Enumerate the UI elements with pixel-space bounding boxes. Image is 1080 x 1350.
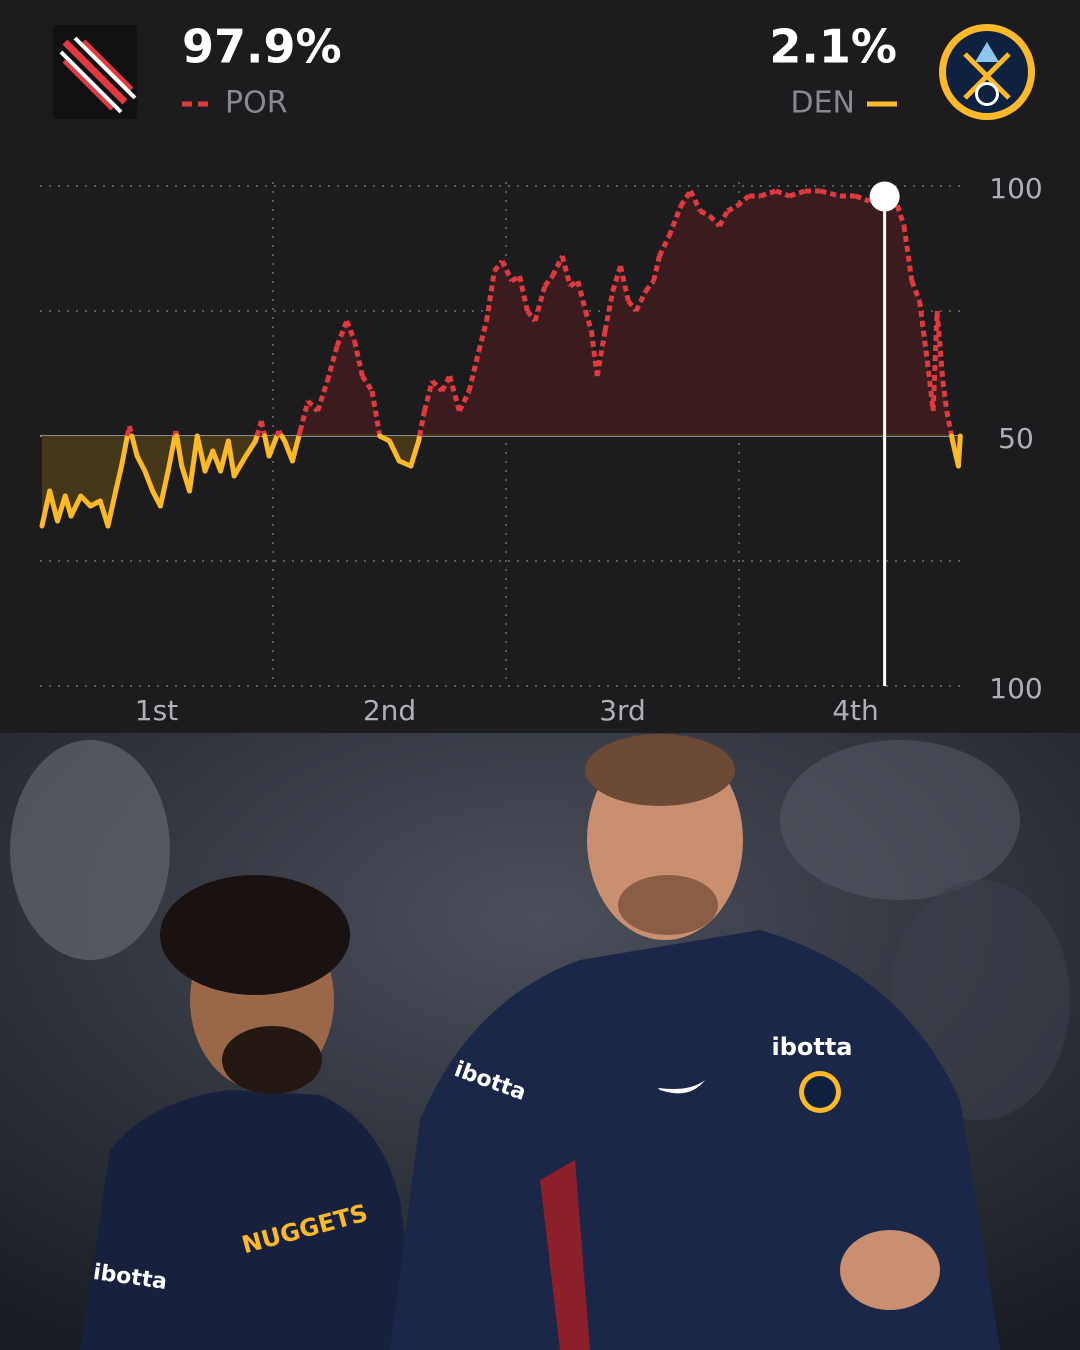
probability-line — [588, 330, 600, 377]
x-tick-label: 1st — [135, 694, 178, 727]
probability-line — [369, 390, 383, 437]
probability-line — [408, 438, 422, 469]
probability-line — [105, 488, 119, 529]
probability-line — [225, 438, 237, 479]
probability-line — [387, 438, 402, 464]
probability-line — [134, 453, 148, 474]
probability-line — [559, 255, 573, 287]
y-tick-label: 100 — [989, 172, 1042, 205]
por-logo — [53, 25, 137, 119]
probability-line — [934, 310, 946, 382]
probability-line — [643, 279, 656, 293]
probability-line — [517, 275, 530, 312]
probability-line — [657, 234, 672, 258]
probability-line — [417, 410, 427, 437]
probability-line — [819, 188, 841, 199]
y-tick-label: 100 — [989, 672, 1042, 705]
probability-line — [422, 380, 435, 412]
probability-line — [157, 468, 171, 509]
probability-line — [633, 289, 649, 313]
probability-line — [699, 208, 712, 219]
probability-line — [47, 488, 60, 524]
probability-line — [119, 433, 130, 469]
probability-line — [142, 468, 156, 494]
probability-line — [165, 433, 178, 474]
marker-dot — [869, 181, 900, 212]
probability-line — [944, 410, 955, 437]
probability-line — [666, 205, 684, 237]
probability-line — [68, 493, 84, 519]
y-tick-label: 50 — [998, 422, 1034, 455]
probability-line — [550, 254, 565, 278]
plot: 100 50 100 1st 2nd 3rd 4th — [39, 172, 1043, 727]
probability-line — [289, 433, 302, 464]
probability-line — [542, 274, 555, 288]
area-por — [127, 191, 952, 434]
den-legend-label: DEN — [791, 86, 856, 121]
probability-line — [174, 433, 185, 469]
probability-line — [917, 300, 930, 362]
probability-line — [618, 265, 631, 302]
probability-line — [651, 255, 662, 282]
probability-line — [532, 285, 548, 322]
probability-line — [324, 345, 340, 382]
probability-line — [909, 280, 922, 302]
probability-line — [930, 310, 940, 412]
x-tick-label: 3rd — [599, 694, 646, 727]
probability-line — [416, 433, 423, 444]
probability-line — [575, 280, 589, 312]
probability-line — [352, 340, 365, 377]
probability-line — [717, 209, 730, 228]
x-tick-label: 4th — [832, 694, 879, 727]
probability-line — [258, 420, 268, 437]
probability-line — [243, 438, 259, 459]
probability-line — [447, 375, 462, 412]
por-legend-label: POR — [225, 86, 288, 121]
probability-line — [344, 320, 357, 342]
den-win-prob: 2.1% — [769, 20, 897, 74]
probability-line — [360, 374, 375, 393]
probability-line — [187, 433, 200, 494]
probability-line — [39, 488, 53, 529]
x-tick-label: 2nd — [363, 694, 416, 727]
probability-line — [568, 278, 580, 289]
probability-line — [484, 270, 497, 322]
probability-line — [510, 273, 521, 284]
probability-line — [334, 320, 350, 347]
probability-line — [775, 188, 791, 199]
probability-line — [759, 188, 777, 199]
probability-line — [594, 330, 608, 377]
probability-line — [266, 433, 280, 459]
den-logo — [939, 24, 1035, 120]
probability-line — [583, 310, 594, 332]
probability-line — [854, 193, 870, 204]
probability-line — [129, 433, 140, 459]
probability-line — [499, 259, 515, 283]
probability-line — [476, 320, 490, 352]
probability-line — [924, 360, 936, 412]
probability-line — [788, 188, 806, 199]
probability-line — [602, 290, 616, 332]
probability-line — [955, 433, 963, 469]
probability-line — [457, 389, 472, 413]
probability-line — [126, 425, 135, 437]
probability-line — [231, 453, 249, 479]
probability-line — [296, 430, 303, 437]
probability-line — [940, 380, 950, 412]
probability-line — [253, 433, 260, 444]
probability-line — [194, 433, 208, 474]
probability-line — [297, 400, 311, 432]
probability-line — [113, 463, 125, 494]
photo-text: ibotta — [771, 1033, 852, 1061]
probability-line — [726, 203, 739, 214]
probability-line — [678, 189, 693, 208]
probability-line — [735, 194, 751, 208]
probability-line — [315, 380, 330, 412]
por-win-prob: 97.9% — [182, 20, 342, 74]
probability-line — [688, 189, 703, 213]
photo — [0, 733, 1080, 1350]
probability-line — [466, 350, 482, 392]
